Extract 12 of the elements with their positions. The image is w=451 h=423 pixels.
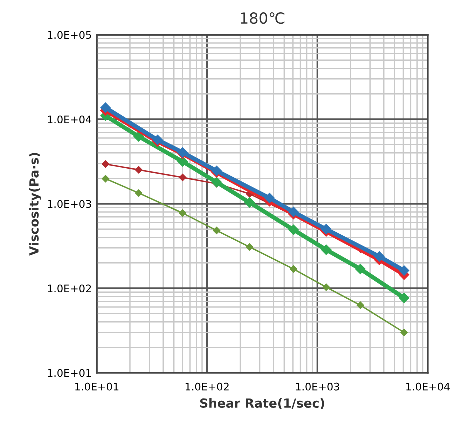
x-tick-label: 1.0E+04: [406, 382, 450, 391]
chart-title: 180℃: [241, 12, 285, 24]
x-tick-label: 1.0E+03: [296, 382, 340, 391]
x-tick-label: 1.0E+02: [186, 382, 229, 391]
y-tick-label: 1.0E+02: [48, 284, 92, 293]
y-tick-label: 1.0E+05: [48, 31, 92, 40]
x-axis-title: Shear Rate(1/sec): [200, 398, 324, 410]
y-tick-label: 1.0E+03: [48, 200, 92, 208]
x-tick-label: 1.0E+01: [76, 382, 119, 391]
y-axis-title: Viscosity(Pa·s): [29, 153, 42, 256]
y-tick-label: 1.0E+01: [48, 369, 92, 378]
y-tick-label: 1.0E+04: [48, 116, 92, 124]
